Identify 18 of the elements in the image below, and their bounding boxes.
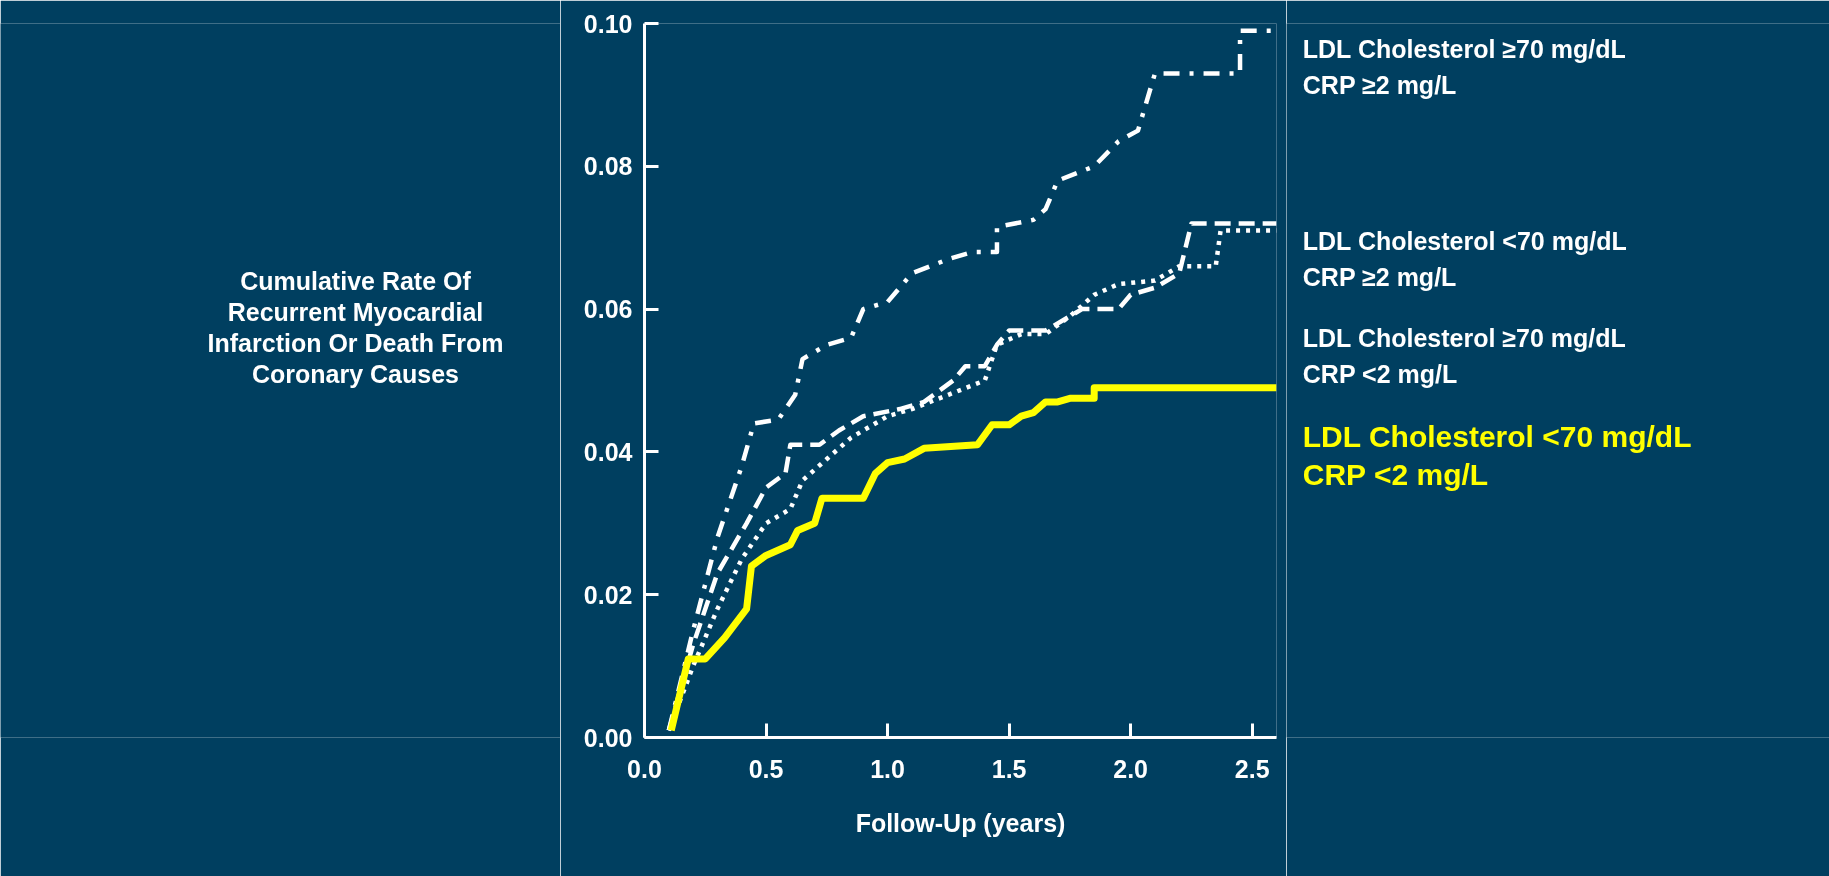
series-label: LDL Cholesterol ≥70 mg/dL CRP ≥2 mg/L <box>1302 34 1626 99</box>
x-tick-label: 0.0 <box>627 754 662 783</box>
text: LDL Cholesterol ≥70 mg/dL CRP <2 mg/L <box>1302 323 1626 388</box>
y-tick-label: 0.02 <box>583 580 633 609</box>
x-axis-title: Follow-Up (years) <box>855 808 1066 837</box>
series-label: LDL Cholesterol <70 mg/dL CRP ≥2 mg/L <box>1302 227 1627 292</box>
y-tick-label: 0.00 <box>583 723 633 752</box>
y-tick-label: 0.06 <box>583 295 633 324</box>
x-tick-label: 1.0 <box>870 754 905 783</box>
x-tick-label: 1.5 <box>991 754 1027 783</box>
y-axis-title: Cumulative Rate Of Recurrent Myocardial Infarction Or Death From Coronary Causes <box>207 266 504 388</box>
y-tick-label: 0.08 <box>583 152 633 181</box>
x-tick-label: 2.0 <box>1113 754 1149 783</box>
y-tick-label: 0.10 <box>583 9 633 38</box>
y-tick-label: 0.04 <box>583 437 633 466</box>
x-tick-label: 2.5 <box>1234 754 1270 783</box>
series-label: LDL Cholesterol <70 mg/dL CRP <2 mg/L <box>1302 420 1692 492</box>
x-tick-label: 0.5 <box>748 754 784 783</box>
